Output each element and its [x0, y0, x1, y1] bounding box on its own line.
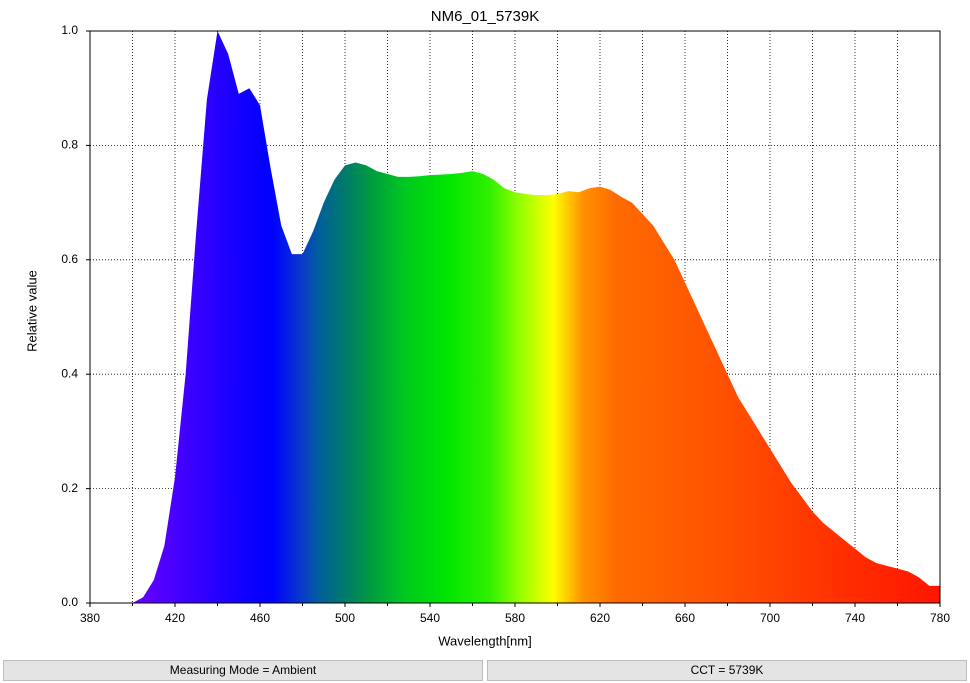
x-tick-label: 540 [420, 611, 440, 625]
x-tick-label: 620 [590, 611, 610, 625]
y-tick-label: 0.4 [61, 366, 78, 380]
chart: NM6_01_5739K Wavelength[nm] Relative val… [24, 8, 950, 648]
x-tick-label: 660 [675, 611, 695, 625]
axes: 0.0 0.2 0.4 0.6 0.8 1.0 380 420 460 500 540 580 620 6… [61, 23, 950, 625]
x-axis-label: Wavelength[nm] [438, 633, 531, 648]
y-tick-label: 0.2 [61, 481, 78, 495]
y-tick-label: 0.8 [61, 138, 78, 152]
y-tick-label: 1.0 [61, 23, 78, 37]
y-tick-label: 0.6 [61, 252, 78, 266]
x-tick-label: 420 [165, 611, 185, 625]
spectrum-area [90, 31, 940, 603]
x-tick-label: 500 [335, 611, 355, 625]
plot [90, 31, 940, 603]
x-tick-label: 700 [760, 611, 780, 625]
chart-title: NM6_01_5739K [431, 8, 539, 25]
y-axis-label: Relative value [24, 270, 39, 352]
measuring-mode: Measuring Mode = Ambient [3, 660, 483, 681]
plot-frame [89, 30, 941, 604]
y-tick-label: 0.0 [61, 595, 78, 609]
x-tick-label: 460 [250, 611, 270, 625]
x-tick-label: 380 [80, 611, 100, 625]
x-tick-label: 780 [930, 611, 950, 625]
x-tick-label: 740 [845, 611, 865, 625]
x-tick-label: 580 [505, 611, 525, 625]
cct: CCT = 5739K [487, 660, 967, 681]
